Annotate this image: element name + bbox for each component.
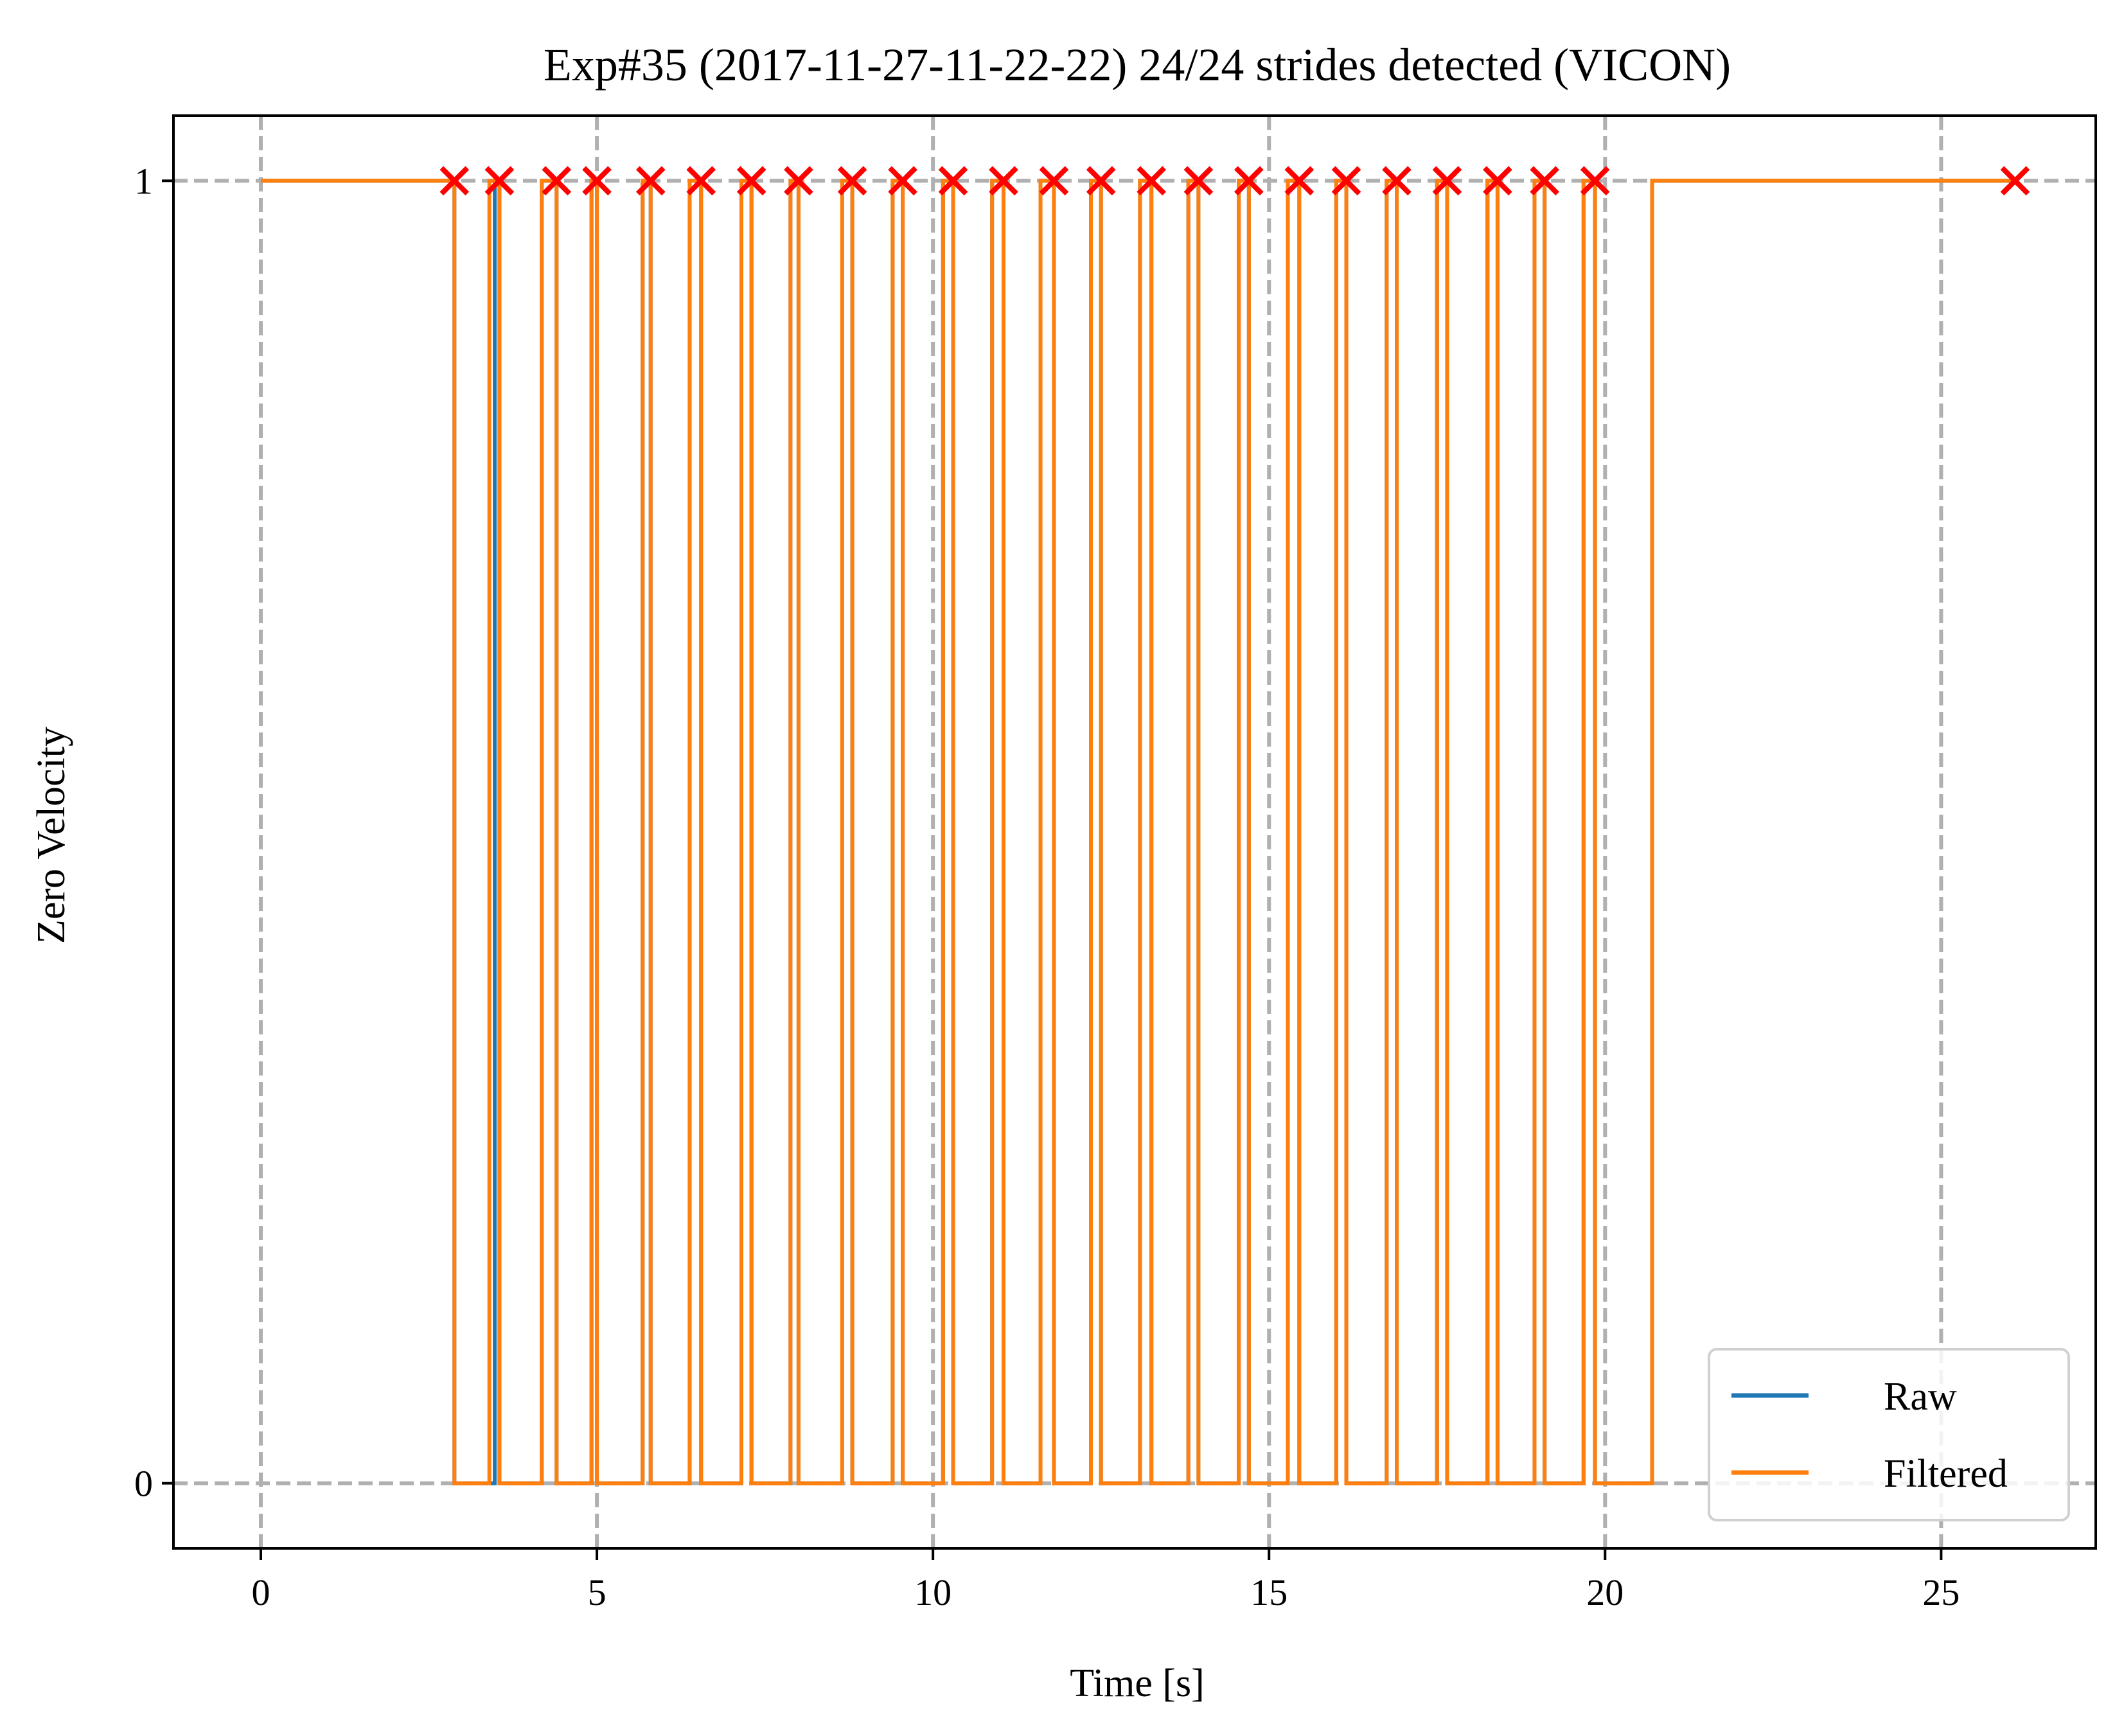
stride-marker (989, 166, 1018, 196)
y-tick-label: 1 (134, 160, 153, 202)
stride-marker (1580, 166, 1610, 196)
x-tick-label: 20 (1586, 1572, 1624, 1613)
stride-marker (1234, 166, 1264, 196)
stride-marker (1137, 166, 1166, 196)
stride-marker (582, 166, 612, 196)
legend-label: Filtered (1884, 1452, 2008, 1496)
legend-label: Raw (1884, 1375, 1957, 1419)
x-tick-label: 15 (1250, 1572, 1288, 1613)
stride-marker (2000, 166, 2030, 196)
legend-entry-raw: Raw (1731, 1375, 1957, 1419)
stride-marker (1382, 166, 1412, 196)
stride-marker (938, 166, 968, 196)
stride-marker (1183, 166, 1214, 196)
legend-entry-filtered: Filtered (1731, 1452, 2008, 1496)
stride-marker (1284, 166, 1314, 196)
stride-marker (1331, 166, 1361, 196)
stride-marker (1530, 166, 1559, 196)
stride-marker (686, 166, 716, 196)
stride-marker (888, 166, 917, 196)
stride-marker (484, 166, 515, 196)
stride-marker (1483, 166, 1512, 196)
x-tick-label: 0 (252, 1572, 270, 1613)
x-tick-label: 25 (1922, 1572, 1960, 1613)
stride-marker (1039, 166, 1069, 196)
legend-frame (1708, 1348, 2070, 1521)
y-axis-label: Zero Velocity (30, 727, 73, 944)
x-tick-label: 5 (588, 1572, 606, 1613)
stride-marker (542, 166, 572, 196)
stride-marker (635, 166, 666, 196)
stride-marker (837, 166, 867, 196)
plot-frame (172, 114, 2097, 1550)
y-tick-label: 0 (134, 1463, 153, 1505)
stride-marker (439, 166, 470, 196)
x-axis-label: Time [s] (1070, 1661, 1205, 1705)
legend: Raw Filtered (1708, 1348, 2070, 1521)
plot-area: 0 5 10 15 20 25 0 1 (134, 114, 2097, 1613)
x-tick-label: 10 (914, 1572, 951, 1613)
stride-marker (1086, 166, 1116, 196)
stride-marker (736, 166, 766, 196)
chart-title: Exp#35 (2017-11-27-11-22-22) 24/24 strid… (544, 39, 1731, 91)
stride-marker (784, 166, 813, 196)
stride-marker (1432, 166, 1462, 196)
